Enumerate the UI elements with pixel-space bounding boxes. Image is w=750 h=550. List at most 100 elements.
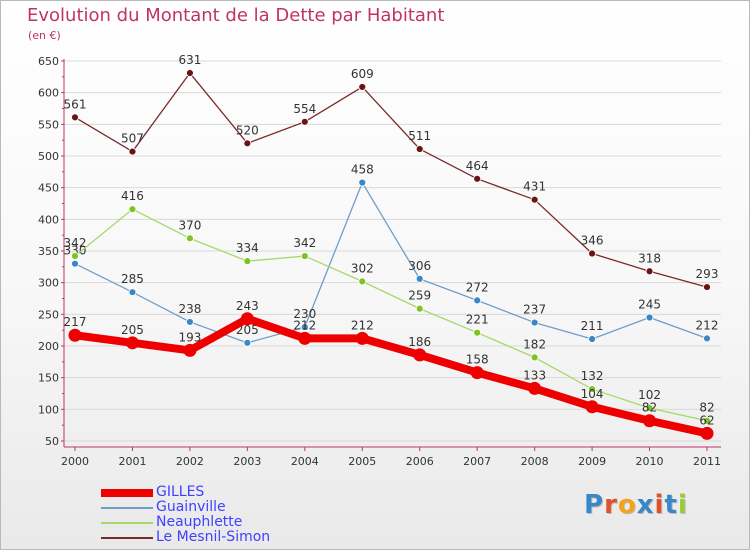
- x-tick-label: 2000: [61, 455, 89, 468]
- x-tick-label: 2004: [291, 455, 319, 468]
- data-point: [415, 274, 424, 283]
- y-tick-label: 500: [38, 150, 59, 163]
- data-label: 217: [64, 315, 87, 329]
- data-point: [530, 318, 539, 327]
- data-label: 330: [64, 244, 87, 258]
- data-label: 631: [178, 53, 201, 67]
- data-point: [186, 318, 194, 326]
- data-point: [473, 296, 482, 305]
- data-label: 458: [351, 163, 374, 177]
- data-point: [298, 331, 312, 345]
- data-point: [703, 283, 711, 292]
- data-point: [358, 277, 367, 286]
- data-label: 346: [581, 234, 604, 248]
- data-point: [128, 147, 137, 156]
- data-point: [300, 323, 309, 331]
- y-tick-label: 650: [38, 55, 59, 68]
- data-label: 237: [523, 303, 546, 317]
- data-label: 520: [236, 123, 259, 137]
- logo-letter: t: [664, 490, 678, 520]
- data-label: 132: [581, 369, 604, 383]
- data-label: 205: [121, 323, 144, 337]
- data-point: [240, 312, 254, 326]
- data-point: [125, 336, 139, 350]
- data-point: [588, 385, 596, 393]
- legend-swatch: [101, 522, 153, 524]
- data-label: 306: [408, 259, 431, 273]
- data-label: 342: [64, 236, 87, 250]
- y-tick-label: 450: [38, 182, 59, 195]
- logo-letter: o: [617, 490, 637, 520]
- x-tick-label: 2005: [348, 455, 376, 468]
- y-tick-label: 250: [38, 308, 59, 321]
- data-label: 62: [699, 413, 714, 427]
- logo-letter: P: [584, 490, 605, 520]
- data-label: 285: [121, 272, 144, 286]
- data-label: 464: [466, 159, 489, 173]
- data-point: [528, 381, 542, 395]
- y-tick-label: 50: [45, 435, 59, 448]
- data-point: [183, 343, 197, 357]
- data-point: [71, 259, 79, 268]
- data-point: [243, 257, 252, 266]
- x-tick-label: 2006: [406, 455, 434, 468]
- data-point: [71, 252, 79, 260]
- data-label: 212: [293, 318, 316, 332]
- data-point: [703, 334, 711, 343]
- data-label: 212: [696, 318, 719, 332]
- data-label: 243: [236, 299, 259, 313]
- logo-letter: i: [654, 490, 665, 520]
- data-point: [530, 353, 539, 362]
- data-point: [645, 267, 654, 276]
- y-tick-label: 100: [38, 403, 59, 416]
- data-point: [300, 252, 309, 260]
- chart-unit-label: (en €): [28, 29, 61, 42]
- x-tick-label: 2001: [118, 455, 146, 468]
- data-point: [703, 416, 711, 425]
- y-tick-label: 550: [38, 118, 59, 131]
- series-line: [74, 208, 708, 422]
- data-label: 82: [699, 401, 714, 415]
- data-label: 193: [178, 330, 201, 344]
- y-tick-label: 400: [38, 213, 59, 226]
- y-tick-label: 600: [38, 87, 59, 100]
- data-label: 342: [293, 236, 316, 250]
- series-guainville: 330 285 238 205 230 458 306 272 237 211 245 212: [64, 163, 719, 347]
- data-label: 370: [178, 218, 201, 232]
- data-label: 245: [638, 298, 661, 312]
- data-label: 212: [351, 318, 374, 332]
- data-point: [355, 331, 369, 345]
- legend-swatch: [101, 489, 153, 497]
- data-label: 554: [293, 102, 316, 116]
- data-point: [585, 400, 599, 414]
- data-label: 158: [466, 353, 489, 367]
- data-point: [645, 404, 654, 412]
- chart-title: Evolution du Montant de la Dette par Hab…: [27, 5, 445, 26]
- y-tick-label: 200: [38, 340, 59, 353]
- legend-label: GILLES: [156, 484, 205, 500]
- data-label: 318: [638, 251, 661, 265]
- legend-label: Le Mesnil-Simon: [156, 529, 271, 545]
- data-point: [186, 69, 194, 77]
- data-label: 272: [466, 280, 489, 294]
- data-label: 561: [64, 97, 87, 111]
- series-line: [71, 314, 711, 438]
- logo-letter: x: [636, 490, 655, 520]
- data-label: 416: [121, 189, 144, 203]
- data-label: 259: [408, 289, 431, 303]
- x-tick-label: 2003: [233, 455, 261, 468]
- x-tick-label: 2009: [578, 455, 606, 468]
- x-tick-label: 2002: [176, 455, 204, 468]
- data-label: 293: [696, 267, 719, 281]
- series-line: [74, 72, 708, 288]
- data-point: [470, 366, 484, 380]
- legend-label: Guainville: [156, 499, 226, 515]
- y-tick-label: 300: [38, 277, 59, 290]
- logo-letter: r: [604, 490, 618, 520]
- data-point: [243, 139, 252, 148]
- x-tick-label: 2007: [463, 455, 491, 468]
- data-point: [71, 113, 79, 122]
- series-le-mesnil-simon: 561 507 631 520 554 609 511 464 431 346 318 293: [64, 53, 719, 292]
- series-line: [74, 181, 708, 344]
